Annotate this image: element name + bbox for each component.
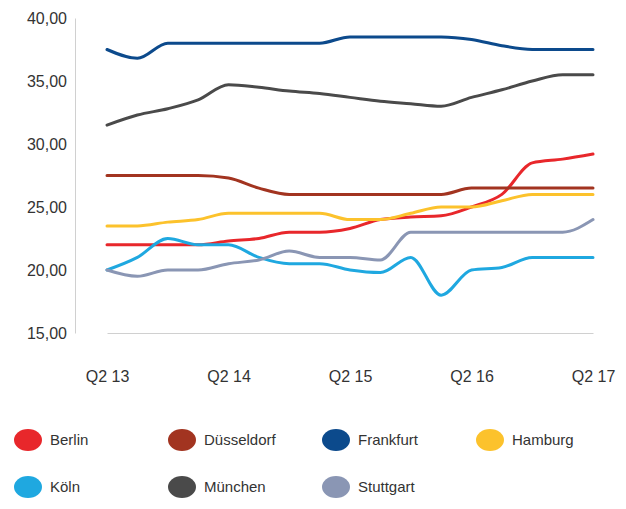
legend-label: Berlin	[50, 431, 88, 448]
y-tick-label: 15,00	[27, 325, 67, 342]
legend-marker	[322, 429, 350, 451]
y-tick: 15,00	[27, 325, 75, 342]
chart: 15,00 20,00 25,00 30,00 35,00 40,00 Q2 13 Q2 14…	[0, 0, 626, 509]
legend-marker	[168, 429, 196, 451]
x-tick: Q2 15	[329, 333, 373, 385]
series-line	[107, 220, 593, 277]
x-tick: Q2 14	[207, 333, 251, 385]
y-tick-label: 30,00	[27, 136, 67, 153]
legend-marker	[168, 476, 196, 498]
x-tick: Q2 16	[450, 333, 494, 385]
y-tick-label: 25,00	[27, 199, 67, 216]
y-axis: 15,00 20,00 25,00 30,00 35,00 40,00	[27, 10, 76, 342]
legend-item: Stuttgart	[322, 476, 416, 498]
legend-marker	[322, 476, 350, 498]
legend-label: Frankfurt	[358, 431, 419, 448]
legend-marker	[14, 429, 42, 451]
x-axis: Q2 13 Q2 14 Q2 15 Q2 16 Q2 17	[86, 333, 616, 385]
x-tick-label: Q2 16	[450, 368, 494, 385]
x-tick-label: Q2 13	[86, 368, 130, 385]
legend-label: Düsseldorf	[204, 431, 277, 448]
y-tick: 25,00	[27, 199, 75, 216]
y-tick-label: 40,00	[27, 10, 67, 27]
series-line	[107, 194, 593, 226]
y-tick: 20,00	[27, 262, 75, 279]
y-tick: 40,00	[27, 10, 75, 27]
y-tick: 30,00	[27, 136, 75, 153]
series-line	[107, 176, 593, 195]
legend-item: Berlin	[14, 429, 88, 451]
y-tick-label: 20,00	[27, 262, 67, 279]
y-axis-line	[75, 19, 76, 334]
x-tick: Q2 17	[572, 333, 616, 385]
x-tick: Q2 13	[86, 333, 130, 385]
x-tick-label: Q2 14	[207, 368, 251, 385]
series-line	[107, 239, 593, 296]
legend-label: Stuttgart	[358, 478, 416, 495]
legend-item: Köln	[14, 476, 80, 498]
series-line	[107, 37, 593, 58]
legend-label: Hamburg	[512, 431, 574, 448]
x-tick-label: Q2 15	[329, 368, 373, 385]
legend-marker	[14, 476, 42, 498]
legend-item: Frankfurt	[322, 429, 419, 451]
legend-label: München	[204, 478, 266, 495]
y-tick-label: 35,00	[27, 73, 67, 90]
y-tick: 35,00	[27, 73, 75, 90]
legend-label: Köln	[50, 478, 80, 495]
legend-marker	[476, 429, 504, 451]
legend-item: Düsseldorf	[168, 429, 277, 451]
legend: Berlin Düsseldorf Frankfurt Hamburg Köln Münc…	[14, 429, 574, 498]
series-line	[107, 75, 593, 125]
x-tick-label: Q2 17	[572, 368, 616, 385]
plot-area	[107, 37, 593, 295]
legend-item: München	[168, 476, 266, 498]
x-axis-line	[108, 333, 594, 334]
legend-item: Hamburg	[476, 429, 574, 451]
